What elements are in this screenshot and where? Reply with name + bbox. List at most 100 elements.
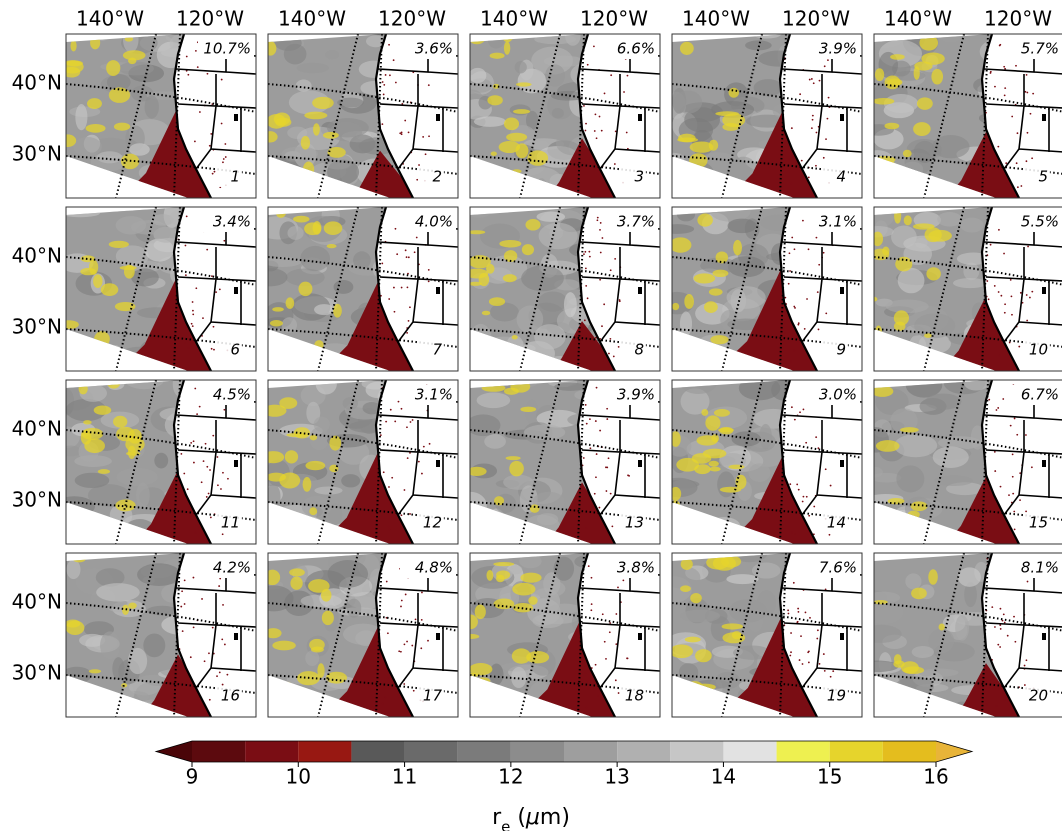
red-dot: [793, 533, 796, 535]
yellow-patch: [708, 460, 719, 467]
yellow-patch: [108, 240, 129, 249]
red-dot: [381, 262, 384, 265]
red-dot: [626, 657, 629, 660]
cloud-patch: [538, 222, 578, 250]
cloud-patch: [281, 317, 298, 333]
red-dot: [191, 301, 194, 303]
map-content: [470, 553, 660, 717]
map-content: [470, 34, 660, 198]
coastline: [778, 207, 819, 371]
colorbar-tick-label: 16: [923, 765, 948, 789]
red-dot: [187, 346, 190, 349]
yellow-patch: [290, 576, 303, 590]
red-dot: [627, 474, 629, 477]
yellow-patch: [722, 123, 740, 131]
cloud-patch: [955, 614, 970, 641]
red-dot: [997, 291, 1000, 293]
cloud-patch: [964, 380, 989, 391]
red-dot: [1026, 131, 1029, 134]
cloud-patch: [514, 61, 527, 74]
red-dot: [185, 325, 187, 328]
red-dot: [379, 434, 382, 437]
red-dot: [393, 687, 396, 690]
red-dot: [996, 516, 999, 518]
state-border: [579, 385, 660, 516]
red-dot: [205, 496, 208, 498]
red-dot: [393, 286, 395, 289]
label-bg: [418, 340, 444, 360]
red-dot: [1003, 621, 1006, 624]
red-dot: [387, 525, 390, 528]
map-panel: 4.0% 7: [267, 206, 459, 372]
percent-label: 3.9%: [819, 40, 857, 58]
red-dot: [389, 503, 392, 506]
yellow-patch: [116, 426, 135, 442]
cloud-patch: [127, 647, 148, 675]
red-dot: [615, 613, 618, 615]
red-dot: [595, 476, 597, 479]
cloud-patch: [536, 409, 581, 428]
state-border: [983, 385, 1062, 516]
red-dot: [999, 624, 1002, 626]
map-content: [268, 380, 458, 544]
colorbar-tick-label: 11: [392, 765, 417, 789]
red-dot: [585, 122, 587, 125]
red-dot: [196, 66, 199, 69]
cloud-patch: [97, 543, 122, 544]
red-dot: [599, 228, 601, 231]
red-dot: [183, 472, 186, 475]
red-dot: [584, 129, 587, 132]
panel-number: 5: [1038, 168, 1048, 186]
lake: [638, 460, 642, 467]
red-dot: [1011, 453, 1014, 456]
yellow-patch: [268, 131, 278, 143]
graticule: [923, 34, 965, 198]
cloud-patch: [897, 267, 925, 294]
yellow-patch: [721, 623, 744, 630]
red-dot: [994, 470, 997, 472]
coastline: [980, 553, 1021, 717]
cloud-patch: [911, 646, 934, 658]
yellow-patch: [511, 648, 531, 664]
cloud-patch: [874, 660, 899, 673]
red-dot: [832, 670, 835, 673]
lake: [840, 287, 844, 294]
red-patch: [315, 622, 413, 717]
red-dot: [595, 453, 598, 455]
percent-label: 7.6%: [819, 559, 857, 577]
red-dot: [181, 590, 184, 593]
cloud-patch: [684, 107, 720, 133]
red-dot: [827, 59, 829, 62]
cloud-patch: [129, 143, 150, 156]
red-dot: [593, 492, 596, 495]
red-dot: [381, 81, 384, 83]
lat-label: 40°N: [12, 590, 62, 614]
red-dot: [381, 123, 384, 126]
cloud-patch: [727, 218, 757, 234]
red-dot: [388, 43, 390, 46]
yellow-patch: [680, 558, 693, 570]
graticule: [721, 207, 763, 371]
red-dot: [415, 236, 418, 239]
colorbar-box: [829, 741, 883, 762]
cloud-patch: [932, 446, 969, 468]
red-dot: [1019, 499, 1021, 502]
map-panel: 3.1% 12: [267, 379, 459, 545]
percent-label: 5.7%: [1021, 40, 1059, 58]
coastline: [374, 34, 415, 198]
red-dot: [200, 481, 203, 484]
yellow-patch: [503, 41, 511, 55]
red-dot: [808, 78, 811, 81]
yellow-patch: [916, 97, 933, 110]
red-dot: [190, 442, 193, 444]
coastline: [778, 553, 819, 717]
red-dot: [219, 577, 222, 580]
cloud-patch: [285, 268, 325, 287]
red-dot: [790, 406, 793, 409]
red-dot: [612, 355, 615, 358]
state-border: [781, 212, 862, 343]
red-dot: [799, 93, 802, 96]
label-part: r: [492, 805, 502, 830]
red-dot: [994, 85, 996, 88]
map-panel: 3.4% 6: [65, 206, 257, 372]
